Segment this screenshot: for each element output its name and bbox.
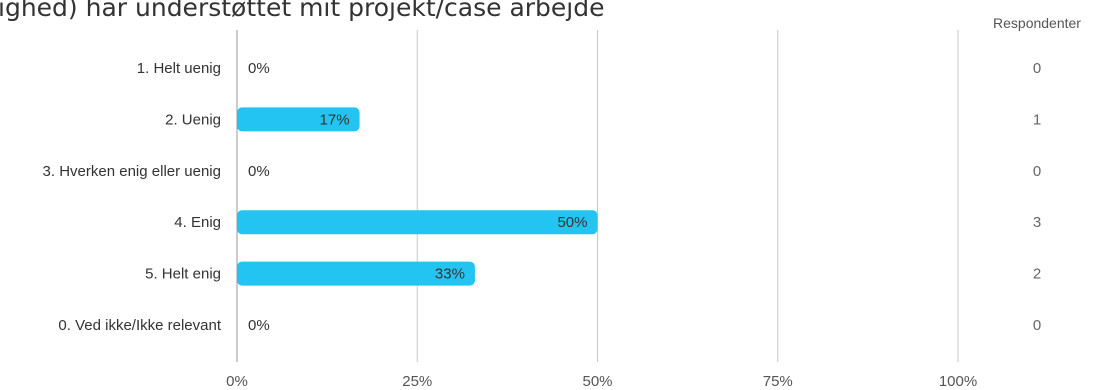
- category-label: 4. Enig: [174, 214, 221, 231]
- respondent-count: 2: [1033, 266, 1041, 283]
- gridlines: [236, 30, 959, 362]
- respondent-count: 3: [1033, 214, 1041, 231]
- data-label: 0%: [248, 317, 270, 334]
- respondents-header: Respondenter: [993, 15, 1081, 31]
- x-tick-label: 50%: [582, 373, 612, 390]
- data-label: 0%: [248, 163, 270, 180]
- category-label: 2. Uenig: [165, 111, 221, 128]
- bars: [237, 107, 598, 286]
- category-label: 5. Helt enig: [145, 266, 221, 283]
- x-tick-label: 0%: [226, 373, 248, 390]
- data-label: 50%: [557, 214, 587, 231]
- category-label: 1. Helt uenig: [137, 60, 221, 77]
- x-tick-label: 75%: [763, 373, 793, 390]
- data-label: 17%: [320, 111, 350, 128]
- x-tick-label: 25%: [402, 373, 432, 390]
- x-tick-label: 100%: [939, 373, 977, 390]
- bar: [237, 210, 598, 235]
- bar: [237, 107, 360, 132]
- bar: [237, 261, 475, 286]
- chart-title: ighed) har understøttet mit projekt/case…: [0, 0, 605, 22]
- respondent-count: 0: [1033, 163, 1041, 180]
- category-label: 3. Hverken enig eller uenig: [43, 163, 221, 180]
- respondent-count: 1: [1033, 111, 1041, 128]
- labels: 0% 25% 50% 75% 100%1. Helt uenig 0% 02. Uenig 1…: [43, 60, 1042, 390]
- data-label: 0%: [248, 60, 270, 77]
- data-label: 33%: [435, 266, 465, 283]
- category-label: 0. Ved ikke/Ikke relevant: [58, 317, 221, 334]
- respondent-count: 0: [1033, 60, 1041, 77]
- respondent-count: 0: [1033, 317, 1041, 334]
